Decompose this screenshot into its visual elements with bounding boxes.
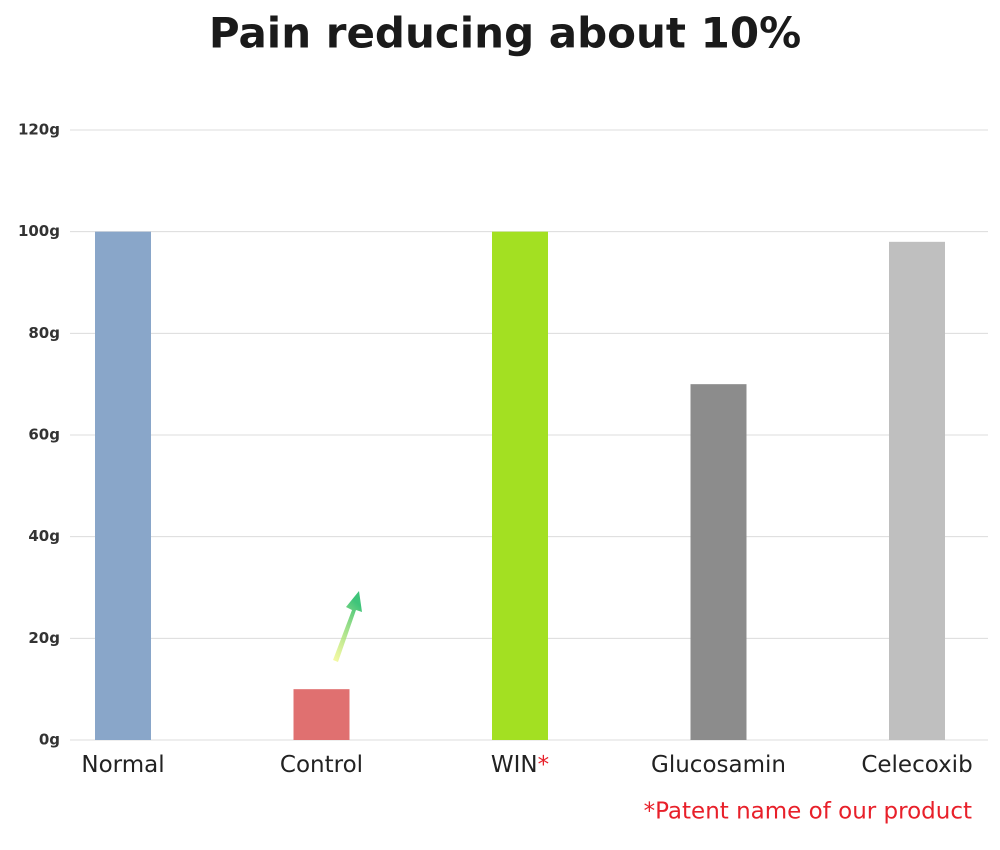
x-tick-label: Normal xyxy=(81,752,164,778)
bar xyxy=(95,231,151,740)
patent-mark: * xyxy=(538,752,550,778)
bars xyxy=(95,231,945,741)
category-name: Normal xyxy=(81,752,164,778)
x-tick-label: Glucosamin xyxy=(651,752,786,778)
y-tick-label: 80g xyxy=(28,324,60,342)
bar xyxy=(690,384,747,740)
y-tick-label: 40g xyxy=(28,527,60,545)
y-tick-label: 20g xyxy=(28,629,60,647)
increase-arrow xyxy=(333,591,362,662)
category-name: Glucosamin xyxy=(651,752,786,778)
bar xyxy=(492,231,548,740)
chart-title: Pain reducing about 10% xyxy=(209,9,801,58)
y-tick-label: 60g xyxy=(28,426,60,444)
footnote: *Patent name of our product xyxy=(644,799,972,825)
category-name: Celecoxib xyxy=(861,752,972,778)
category-name: Control xyxy=(280,752,363,778)
x-tick-label: Celecoxib xyxy=(861,752,972,778)
bar xyxy=(889,241,945,741)
bar xyxy=(293,689,350,740)
x-tick-label: WIN* xyxy=(491,752,549,778)
y-tick-label: 0g xyxy=(39,731,60,749)
x-tick-label: Control xyxy=(280,752,363,778)
y-tick-label: 120g xyxy=(18,121,60,139)
y-tick-label: 100g xyxy=(18,222,60,240)
category-name: WIN xyxy=(491,752,538,778)
